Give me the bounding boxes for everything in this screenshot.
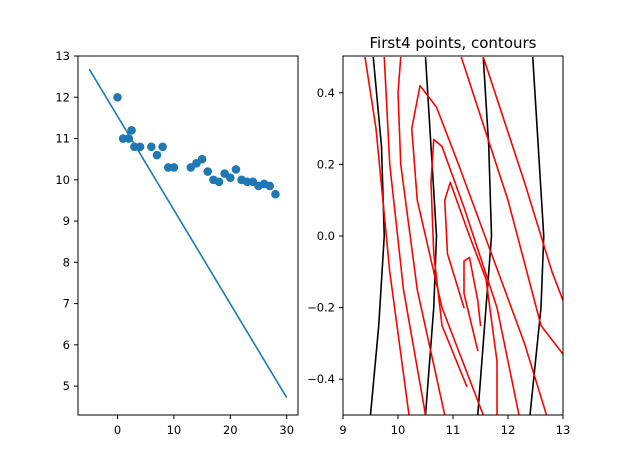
x-tick-label: 10: [167, 423, 182, 437]
scatter-point: [169, 163, 179, 172]
y-tick-label: −0.4: [307, 372, 335, 386]
red-contour-line: [397, 57, 446, 415]
red-contour-line: [482, 57, 563, 302]
scatter-point: [197, 154, 207, 164]
x-tick-label: 0: [114, 423, 121, 437]
scatter-point: [124, 134, 134, 143]
scatter-point: [231, 165, 241, 174]
y-tick-label: 9: [63, 214, 70, 228]
x-tick-label: 11: [446, 423, 461, 437]
right-chart-title: First4 points, contours: [370, 34, 537, 52]
right-chart: First4 points, contours 9 10 11 12 13 −0.4 −0.…: [307, 34, 570, 437]
scatter-point: [147, 142, 156, 152]
x-tick-label: 30: [279, 423, 294, 437]
red-contour-line: [430, 138, 520, 415]
y-tick-label: 0.0: [317, 229, 335, 243]
right-ticks: 9 10 11 12 13 −0.4 −0.2 0.0 0.2 0.4: [307, 86, 570, 437]
scatter-point: [203, 167, 213, 176]
black-contour-line: [529, 57, 545, 415]
black-contour-line: [369, 57, 386, 415]
fit-line: [88, 68, 288, 399]
right-plot-area: [364, 57, 563, 415]
x-tick-label: 10: [391, 423, 406, 437]
scatter-point: [271, 189, 280, 199]
y-tick-label: 6: [63, 338, 70, 352]
x-tick-label: 12: [501, 423, 516, 437]
scatter-point: [113, 92, 122, 102]
x-tick-label: 13: [556, 423, 571, 437]
red-contour-line: [383, 57, 427, 415]
left-chart: 0 10 20 30 5 6 7 8 9 10 11 12 13: [55, 49, 299, 437]
red-contour-line: [443, 181, 498, 415]
red-contour-line: [364, 57, 410, 415]
y-tick-label: 10: [55, 173, 70, 187]
y-tick-label: 13: [55, 49, 70, 63]
scatter-point: [226, 173, 235, 183]
black-contour-line: [424, 57, 438, 415]
y-tick-label: 0.2: [317, 157, 335, 171]
left-plot-area: [88, 68, 288, 399]
black-contour-line: [476, 57, 493, 415]
red-contour-line: [460, 57, 563, 355]
y-tick-label: 11: [55, 132, 70, 146]
scatter-point: [265, 181, 275, 191]
y-tick-label: −0.2: [307, 301, 335, 315]
y-tick-label: 5: [63, 379, 70, 393]
y-tick-label: 12: [55, 90, 70, 104]
left-ticks: 0 10 20 30 5 6 7 8 9 10 11 12 13: [55, 49, 294, 437]
scatter-point: [158, 142, 167, 152]
x-tick-label: 9: [339, 423, 346, 437]
scatter-point: [214, 177, 224, 187]
y-tick-label: 7: [63, 297, 70, 311]
y-tick-label: 8: [63, 255, 70, 269]
scatter-point: [152, 150, 162, 160]
scatter-point: [127, 125, 136, 135]
red-contour-line: [410, 84, 548, 415]
red-contour-line: [463, 256, 482, 352]
x-tick-label: 20: [223, 423, 238, 437]
left-axes-frame: [77, 55, 299, 416]
y-tick-label: 0.4: [317, 86, 335, 100]
